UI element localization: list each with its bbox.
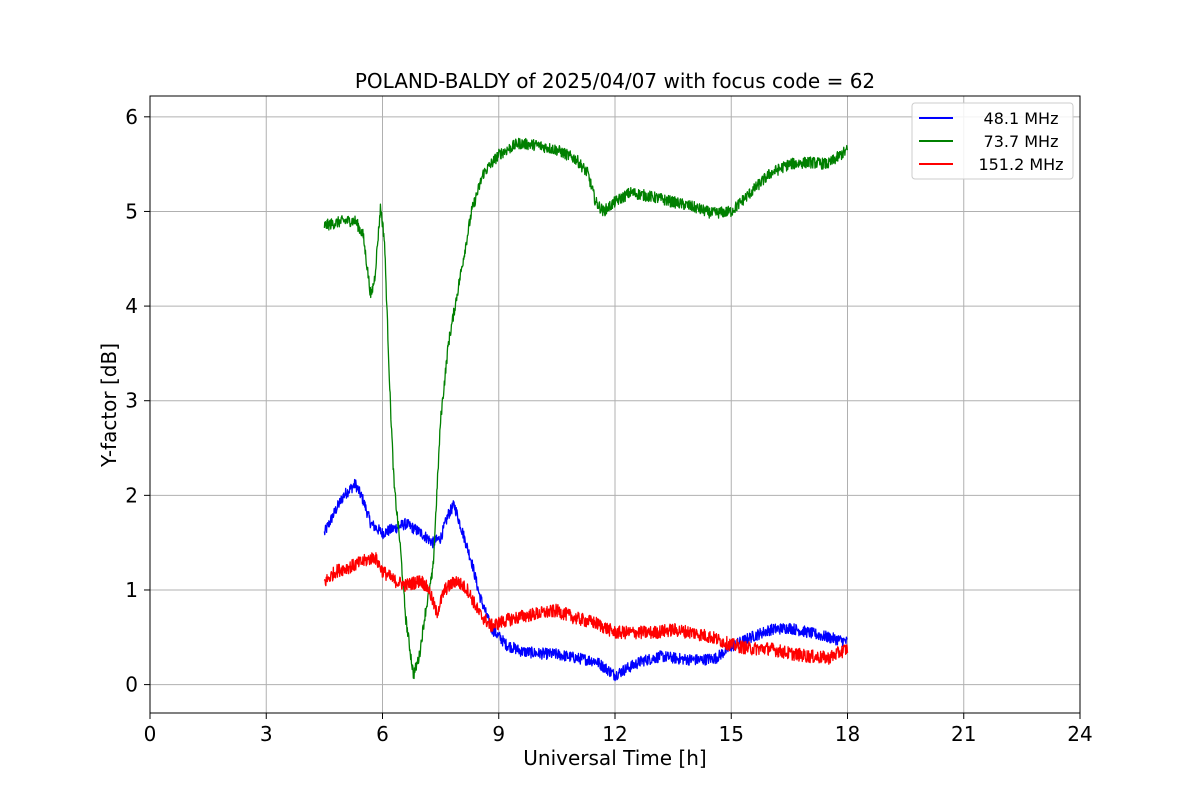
- y-tick-label: 5: [125, 199, 138, 223]
- x-axis-label: Universal Time [h]: [523, 746, 706, 770]
- legend-label: 48.1 MHz: [984, 109, 1059, 128]
- legend-label: 73.7 MHz: [984, 132, 1059, 151]
- x-tick-label: 0: [144, 722, 157, 746]
- y-tick-label: 4: [125, 294, 138, 318]
- y-axis-label: Y-factor [dB]: [97, 343, 121, 468]
- series-line-48-1-mhz: [323, 478, 848, 682]
- chart-title: POLAND-BALDY of 2025/04/07 with focus co…: [355, 69, 875, 93]
- y-tick-label: 6: [125, 105, 138, 129]
- legend: 48.1 MHz 73.7 MHz 151.2 MHz: [911, 102, 1074, 180]
- x-tick-label: 9: [492, 722, 505, 746]
- y-tick-label: 2: [125, 483, 138, 507]
- legend-entry: 151.2 MHz: [919, 155, 1064, 174]
- x-tick-label: 15: [719, 722, 744, 746]
- grid: [149, 96, 1081, 713]
- series-line-151-2-mhz: [323, 552, 849, 665]
- series-line-73-7-mhz: [323, 137, 849, 680]
- x-axis: 0 3 6 9 12 15 18 21 24: [144, 713, 1093, 746]
- x-tick-label: 24: [1067, 722, 1092, 746]
- y-tick-label: 3: [125, 389, 138, 413]
- y-tick-label: 1: [125, 578, 138, 602]
- legend-entry: 73.7 MHz: [919, 132, 1058, 151]
- series-layer: [323, 137, 849, 682]
- x-tick-label: 3: [260, 722, 273, 746]
- legend-label: 151.2 MHz: [978, 155, 1063, 174]
- y-axis: 0 1 2 3 4 5 6: [125, 105, 150, 697]
- x-tick-label: 12: [602, 722, 627, 746]
- x-tick-label: 21: [951, 722, 976, 746]
- x-tick-label: 18: [835, 722, 860, 746]
- legend-box: [911, 102, 1074, 180]
- y-tick-label: 0: [125, 673, 138, 697]
- legend-entry: 48.1 MHz: [919, 109, 1058, 128]
- x-tick-label: 6: [376, 722, 389, 746]
